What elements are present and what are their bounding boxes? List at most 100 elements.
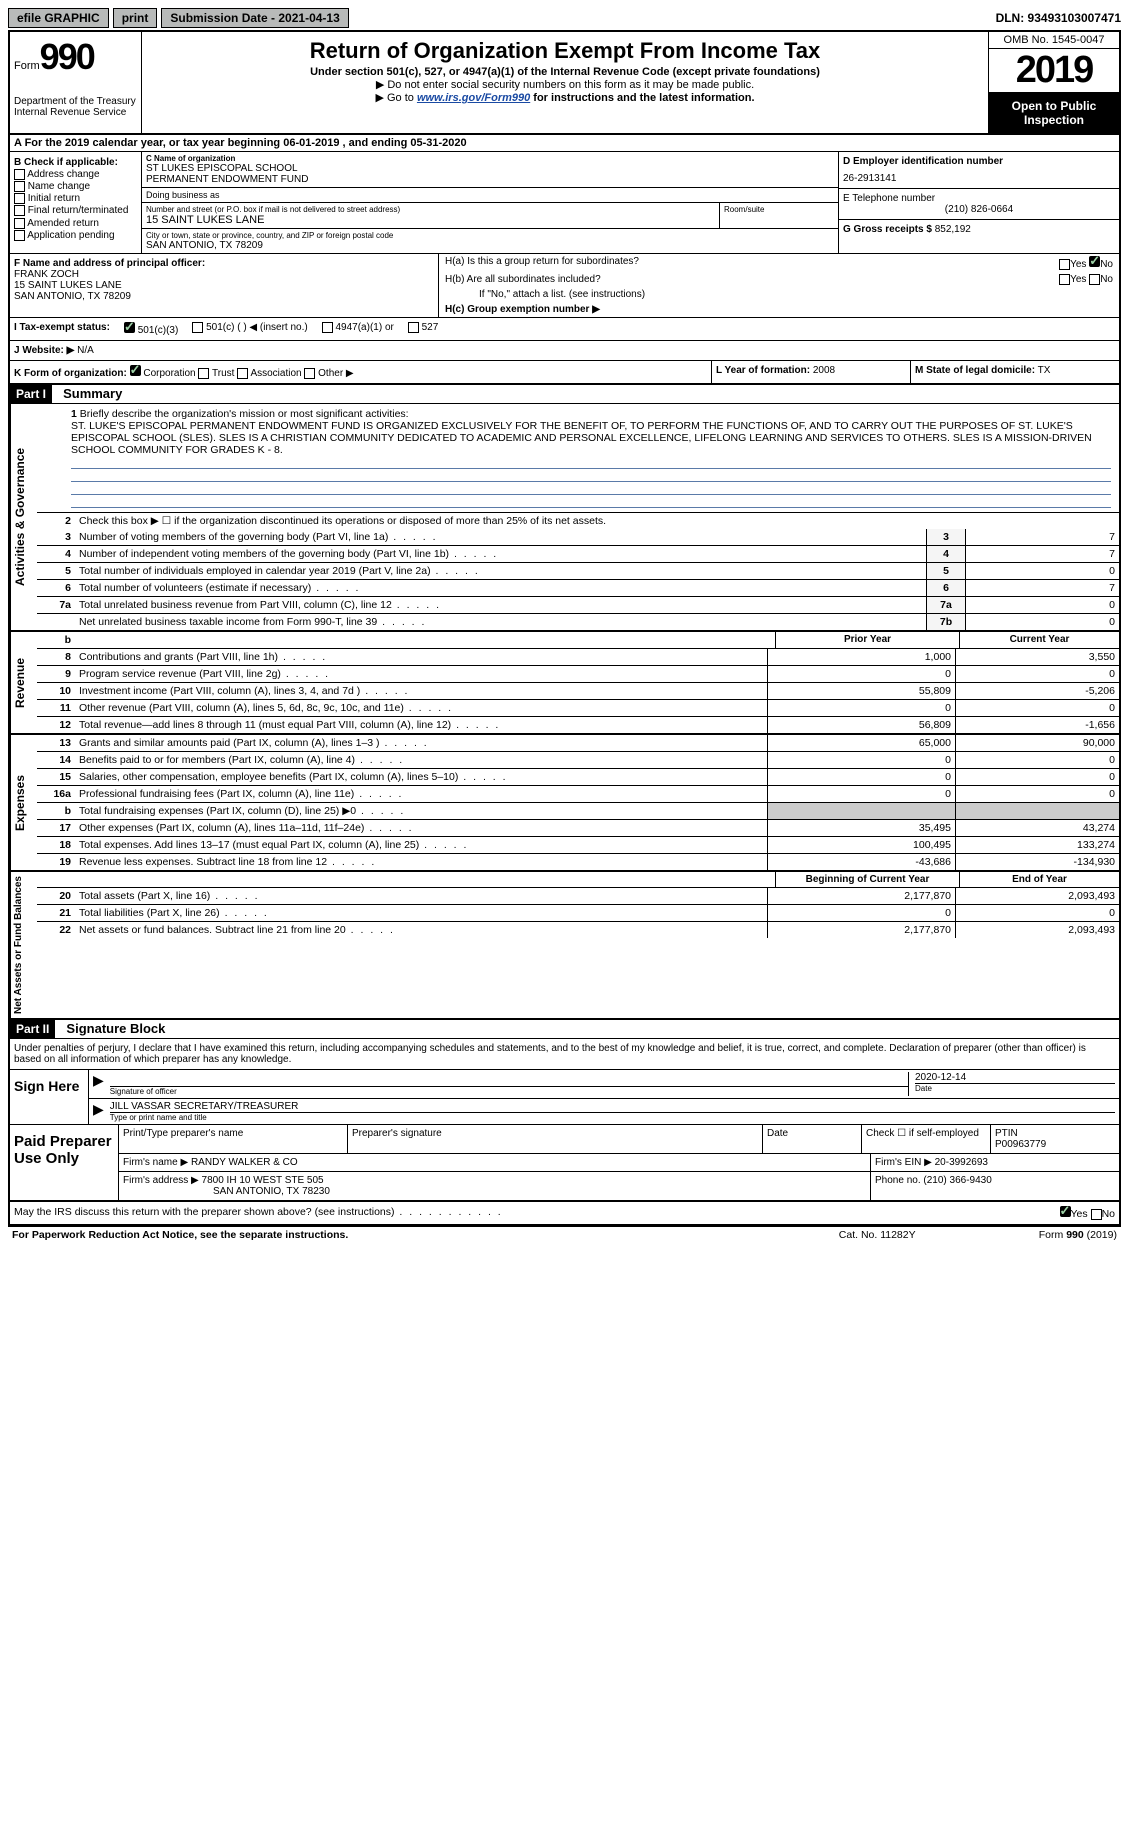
data-line: 11 Other revenue (Part VIII, column (A),…: [37, 700, 1119, 717]
data-line: 17 Other expenses (Part IX, column (A), …: [37, 820, 1119, 837]
cb-discuss-yes-checked[interactable]: [1060, 1206, 1071, 1217]
cb-501c3-checked[interactable]: [124, 322, 135, 333]
section-net-assets: Net Assets or Fund Balances Beginning of…: [10, 872, 1119, 1020]
irs-link[interactable]: www.irs.gov/Form990: [417, 92, 530, 104]
side-expenses: Expenses: [10, 735, 37, 870]
cb-ha-yes[interactable]: [1059, 259, 1070, 270]
cb-address-change[interactable]: [14, 169, 25, 180]
year-begin: 06-01-2019: [283, 137, 339, 149]
room-label: Room/suite: [720, 203, 838, 228]
ha-label: H(a) Is this a group return for subordin…: [445, 256, 1059, 270]
opt-corp: Corporation: [143, 368, 195, 379]
cb-hb-yes[interactable]: [1059, 274, 1070, 285]
part1-bar: Part I Summary: [10, 385, 1119, 404]
ein-label: D Employer identification number: [843, 156, 1115, 167]
footer: For Paperwork Reduction Act Notice, see …: [8, 1227, 1121, 1243]
cb-527[interactable]: [408, 322, 419, 333]
data-line: 16a Professional fundraising fees (Part …: [37, 786, 1119, 803]
cb-amended[interactable]: [14, 218, 25, 229]
m-label: M State of legal domicile:: [915, 365, 1035, 376]
sig-officer-label: Signature of officer: [110, 1087, 908, 1096]
col-b-title: B Check if applicable:: [14, 157, 137, 168]
gov-line: Net unrelated business taxable income fr…: [37, 614, 1119, 630]
org-name-label: C Name of organization: [146, 154, 834, 163]
cb-4947[interactable]: [322, 322, 333, 333]
efile-badge: efile GRAPHIC: [8, 8, 109, 28]
street-label: Number and street (or P.O. box if mail i…: [146, 205, 715, 214]
cb-app-pending[interactable]: [14, 230, 25, 241]
col-f-officer: F Name and address of principal officer:…: [10, 254, 439, 317]
city-label: City or town, state or province, country…: [146, 231, 834, 240]
city-value: SAN ANTONIO, TX 78209: [146, 240, 834, 251]
firm-addr-label: Firm's address ▶: [123, 1175, 199, 1186]
print-button[interactable]: print: [113, 8, 158, 28]
form-title: Return of Organization Exempt From Incom…: [146, 38, 984, 64]
opt-501c3: 501(c)(3): [138, 325, 179, 336]
cb-501c[interactable]: [192, 322, 203, 333]
cb-initial-return[interactable]: [14, 193, 25, 204]
phone-label: E Telephone number: [843, 193, 1115, 204]
ptin-value: P00963779: [995, 1139, 1046, 1150]
col-end-year: End of Year: [959, 872, 1119, 887]
form-label: Form: [14, 60, 40, 72]
dept-treasury: Department of the Treasury Internal Reve…: [14, 96, 137, 118]
officer-name: FRANK ZOCH: [14, 269, 434, 280]
cb-name-change[interactable]: [14, 181, 25, 192]
data-line: 12 Total revenue—add lines 8 through 11 …: [37, 717, 1119, 733]
sign-here-label: Sign Here: [10, 1070, 88, 1124]
cb-other[interactable]: [304, 368, 315, 379]
row-a-label: A For the 2019 calendar year, or tax yea…: [14, 137, 283, 149]
cb-final-return[interactable]: [14, 205, 25, 216]
data-line: 8 Contributions and grants (Part VIII, l…: [37, 649, 1119, 666]
submission-date: Submission Date - 2021-04-13: [161, 8, 348, 28]
line1-label: Briefly describe the organization's miss…: [80, 408, 409, 420]
paperwork-notice: For Paperwork Reduction Act Notice, see …: [12, 1229, 839, 1241]
top-bar: efile GRAPHIC print Submission Date - 20…: [8, 8, 1121, 28]
signature-block: Under penalties of perjury, I declare th…: [10, 1039, 1119, 1225]
opt-501c: 501(c) ( ) ◀ (insert no.): [206, 322, 308, 333]
data-line: b Total fundraising expenses (Part IX, c…: [37, 803, 1119, 820]
data-line: 15 Salaries, other compensation, employe…: [37, 769, 1119, 786]
l-label: L Year of formation:: [716, 365, 810, 376]
data-line: 14 Benefits paid to or for members (Part…: [37, 752, 1119, 769]
firm-ein-value: 20-3992693: [935, 1157, 988, 1168]
org-name-1: ST LUKES EPISCOPAL SCHOOL: [146, 163, 834, 174]
cb-discuss-no[interactable]: [1091, 1209, 1102, 1220]
cb-corp-checked[interactable]: [130, 365, 141, 376]
data-line: 10 Investment income (Part VIII, column …: [37, 683, 1119, 700]
side-net: Net Assets or Fund Balances: [10, 872, 37, 1018]
officer-street: 15 SAINT LUKES LANE: [14, 280, 434, 291]
data-line: 20 Total assets (Part X, line 16) 2,177,…: [37, 888, 1119, 905]
h-note: If "No," attach a list. (see instruction…: [439, 287, 1119, 302]
lbl-address-change: Address change: [27, 169, 99, 180]
form-number: 990: [40, 36, 94, 77]
instr-post: for instructions and the latest informat…: [530, 92, 754, 104]
self-employed-check: Check ☐ if self-employed: [862, 1125, 991, 1153]
side-governance: Activities & Governance: [10, 404, 37, 630]
k-label: K Form of organization:: [14, 368, 127, 379]
opt-trust: Trust: [212, 368, 234, 379]
dba-label: Doing business as: [142, 188, 838, 203]
gross-label: G Gross receipts $: [843, 224, 932, 235]
mission-text: ST. LUKE'S EPISCOPAL PERMANENT ENDOWMENT…: [71, 420, 1092, 456]
omb-number: OMB No. 1545-0047: [989, 32, 1119, 49]
opt-other: Other ▶: [318, 368, 353, 379]
cat-number: Cat. No. 11282Y: [839, 1229, 1039, 1241]
lbl-amended: Amended return: [27, 218, 99, 229]
data-line: 18 Total expenses. Add lines 13–17 (must…: [37, 837, 1119, 854]
cb-hb-no[interactable]: [1089, 274, 1100, 285]
row-a-mid: , and ending: [339, 137, 410, 149]
cb-trust[interactable]: [198, 368, 209, 379]
section-expenses: Expenses 13 Grants and similar amounts p…: [10, 735, 1119, 872]
col-prior-year: Prior Year: [775, 632, 959, 648]
website-value: N/A: [77, 345, 94, 356]
cb-assoc[interactable]: [237, 368, 248, 379]
row-tax-year: A For the 2019 calendar year, or tax yea…: [10, 135, 1119, 152]
hb-label: H(b) Are all subordinates included?: [445, 274, 1059, 285]
gov-line: 7a Total unrelated business revenue from…: [37, 597, 1119, 614]
cb-ha-no-checked[interactable]: [1089, 256, 1100, 267]
preparer-name-label: Print/Type preparer's name: [119, 1125, 348, 1153]
gov-line: 3 Number of voting members of the govern…: [37, 529, 1119, 546]
hc-label: H(c) Group exemption number ▶: [439, 302, 1119, 317]
arrow-icon: ▶: [93, 1072, 104, 1096]
